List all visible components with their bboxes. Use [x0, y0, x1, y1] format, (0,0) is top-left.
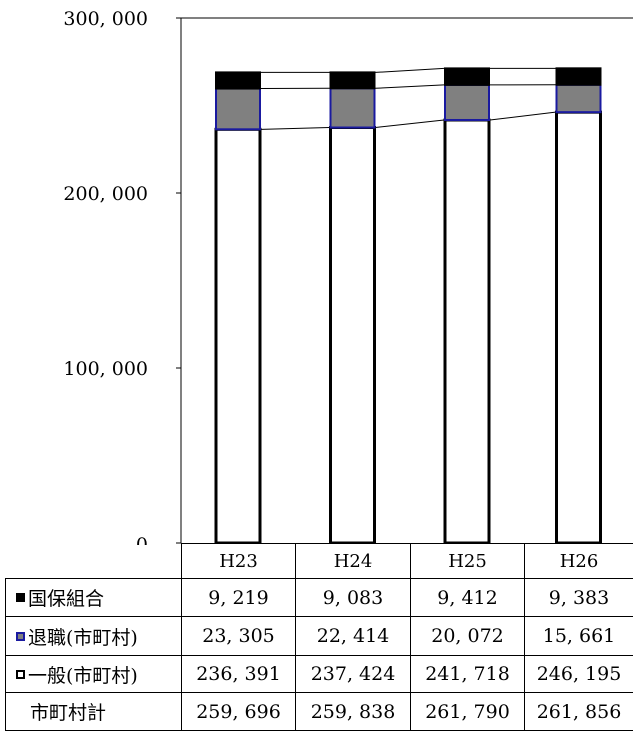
table-row-label-text: 市町村計 — [30, 702, 107, 724]
bar-segment — [214, 127, 262, 545]
table-cell: 9, 219 — [181, 578, 296, 617]
table-cell: 22, 414 — [295, 616, 411, 656]
y-tick-label: 0 — [136, 534, 148, 545]
bar-segment — [215, 87, 261, 131]
table-row-label: 国保組合 — [5, 578, 182, 617]
bar-segment — [329, 71, 376, 90]
table-row-label-text: 一般(市町村) — [28, 664, 138, 687]
table-cell: 259, 696 — [181, 692, 296, 731]
bar-segment — [329, 126, 376, 545]
legend-swatch — [16, 631, 25, 641]
series-connector-line — [489, 111, 556, 121]
table-cell: 261, 790 — [410, 692, 525, 731]
series-connector-line — [375, 119, 445, 129]
series-connector-line — [375, 84, 445, 89]
table-row-label: 市町村計 — [5, 692, 182, 731]
table-row-label-text: 国保組合 — [28, 588, 105, 610]
bar-segment — [555, 110, 602, 545]
bar-segment — [444, 67, 490, 86]
table-header-cell: H25 — [410, 543, 525, 579]
table-cell: 23, 305 — [181, 616, 296, 656]
bar-segment — [443, 118, 491, 545]
bar-segment — [555, 67, 602, 86]
table-cell: 20, 072 — [410, 616, 525, 656]
series-connector-line — [260, 127, 330, 130]
table-cell: 241, 718 — [410, 655, 525, 693]
table-cell: 9, 083 — [295, 578, 411, 617]
y-tick-label: 100, 000 — [63, 358, 148, 380]
y-tick-label: 300, 000 — [63, 8, 148, 30]
table-cell: 237, 424 — [295, 655, 411, 693]
table-header-cell: H26 — [524, 543, 633, 579]
y-tick-label: 200, 000 — [63, 183, 148, 205]
series-connector-line — [375, 67, 445, 73]
table-cell: 259, 838 — [295, 692, 411, 731]
table-row-label-text: 退職(市町村) — [28, 626, 138, 649]
table-cell: 246, 195 — [524, 655, 633, 693]
table-header-cell: H23 — [181, 543, 296, 579]
table-row-label: 一般(市町村) — [5, 655, 182, 693]
table-cell: 236, 391 — [181, 655, 296, 693]
bar-segment — [444, 83, 490, 121]
table-row-label: 退職(市町村) — [5, 616, 182, 656]
bar-segment — [329, 87, 376, 129]
bar-segment — [215, 71, 261, 90]
table-cell: 261, 856 — [524, 692, 633, 731]
table-cell: 9, 383 — [524, 578, 633, 617]
table-cell: 15, 661 — [524, 616, 633, 656]
table-cell: 9, 412 — [410, 578, 525, 617]
table-header-cell: H24 — [295, 543, 411, 579]
legend-swatch — [16, 669, 25, 679]
legend-swatch — [16, 593, 25, 602]
stacked-bar-chart: 0 100, 000 200, 000 300, 000 — [63, 8, 633, 545]
bar-segment — [555, 83, 602, 114]
